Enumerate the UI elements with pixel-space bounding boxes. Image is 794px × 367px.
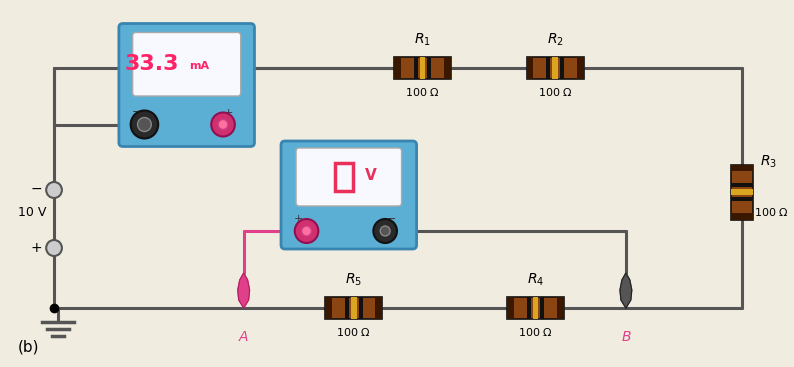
Bar bbox=[731, 164, 753, 171]
Text: V: V bbox=[364, 168, 376, 184]
Text: 10 V: 10 V bbox=[18, 206, 47, 218]
FancyBboxPatch shape bbox=[281, 141, 417, 249]
Text: $R_1$: $R_1$ bbox=[414, 32, 431, 48]
Text: $R_4$: $R_4$ bbox=[527, 272, 544, 288]
Text: 100 $\Omega$: 100 $\Omega$ bbox=[405, 86, 440, 98]
Circle shape bbox=[373, 219, 397, 243]
Bar bbox=[507, 297, 514, 319]
Bar bbox=[557, 297, 564, 319]
Circle shape bbox=[380, 226, 390, 236]
Bar bbox=[351, 297, 357, 319]
Text: 100 $\Omega$: 100 $\Omega$ bbox=[754, 206, 788, 218]
Polygon shape bbox=[237, 273, 249, 308]
Bar bbox=[326, 297, 332, 319]
Bar bbox=[359, 297, 363, 319]
Text: (b): (b) bbox=[17, 340, 39, 355]
Bar bbox=[731, 189, 753, 195]
Bar bbox=[345, 297, 349, 319]
Text: B: B bbox=[621, 330, 630, 344]
Text: 100 $\Omega$: 100 $\Omega$ bbox=[538, 86, 572, 98]
Bar bbox=[526, 57, 534, 79]
Bar bbox=[546, 57, 550, 79]
Bar bbox=[526, 57, 584, 79]
Bar bbox=[533, 297, 538, 319]
Circle shape bbox=[211, 113, 235, 137]
Bar bbox=[394, 57, 401, 79]
Text: −: − bbox=[30, 182, 42, 196]
Text: 33.3: 33.3 bbox=[125, 54, 179, 74]
Circle shape bbox=[295, 219, 318, 243]
Circle shape bbox=[46, 240, 62, 256]
Circle shape bbox=[46, 182, 62, 198]
Circle shape bbox=[131, 110, 158, 138]
Text: mA: mA bbox=[189, 61, 209, 71]
Text: $R_2$: $R_2$ bbox=[547, 32, 564, 48]
Text: A: A bbox=[239, 330, 249, 344]
Text: $R_3$: $R_3$ bbox=[760, 154, 777, 170]
Bar bbox=[540, 297, 545, 319]
Bar bbox=[420, 57, 426, 79]
Bar bbox=[731, 164, 753, 219]
Bar bbox=[560, 57, 564, 79]
Bar bbox=[414, 57, 418, 79]
Text: −: − bbox=[387, 214, 395, 224]
FancyBboxPatch shape bbox=[133, 33, 241, 96]
Text: −: − bbox=[132, 108, 141, 117]
Bar bbox=[553, 57, 558, 79]
Bar bbox=[394, 57, 451, 79]
Text: 100 $\Omega$: 100 $\Omega$ bbox=[518, 326, 553, 338]
Circle shape bbox=[137, 117, 152, 131]
Bar bbox=[731, 184, 753, 187]
Bar bbox=[444, 57, 451, 79]
Bar bbox=[376, 297, 382, 319]
Bar bbox=[507, 297, 564, 319]
Text: $R_5$: $R_5$ bbox=[345, 272, 362, 288]
Bar bbox=[326, 297, 382, 319]
Polygon shape bbox=[620, 273, 632, 308]
FancyBboxPatch shape bbox=[296, 148, 402, 206]
Text: +: + bbox=[30, 241, 42, 255]
Circle shape bbox=[302, 226, 311, 236]
Bar bbox=[731, 213, 753, 219]
Circle shape bbox=[218, 120, 228, 130]
Bar bbox=[731, 197, 753, 201]
Bar bbox=[526, 297, 530, 319]
Bar bbox=[427, 57, 431, 79]
Bar bbox=[576, 57, 584, 79]
Text: +: + bbox=[224, 108, 233, 117]
Text: +: + bbox=[294, 214, 303, 224]
FancyBboxPatch shape bbox=[119, 23, 255, 146]
Text: 100 $\Omega$: 100 $\Omega$ bbox=[337, 326, 371, 338]
